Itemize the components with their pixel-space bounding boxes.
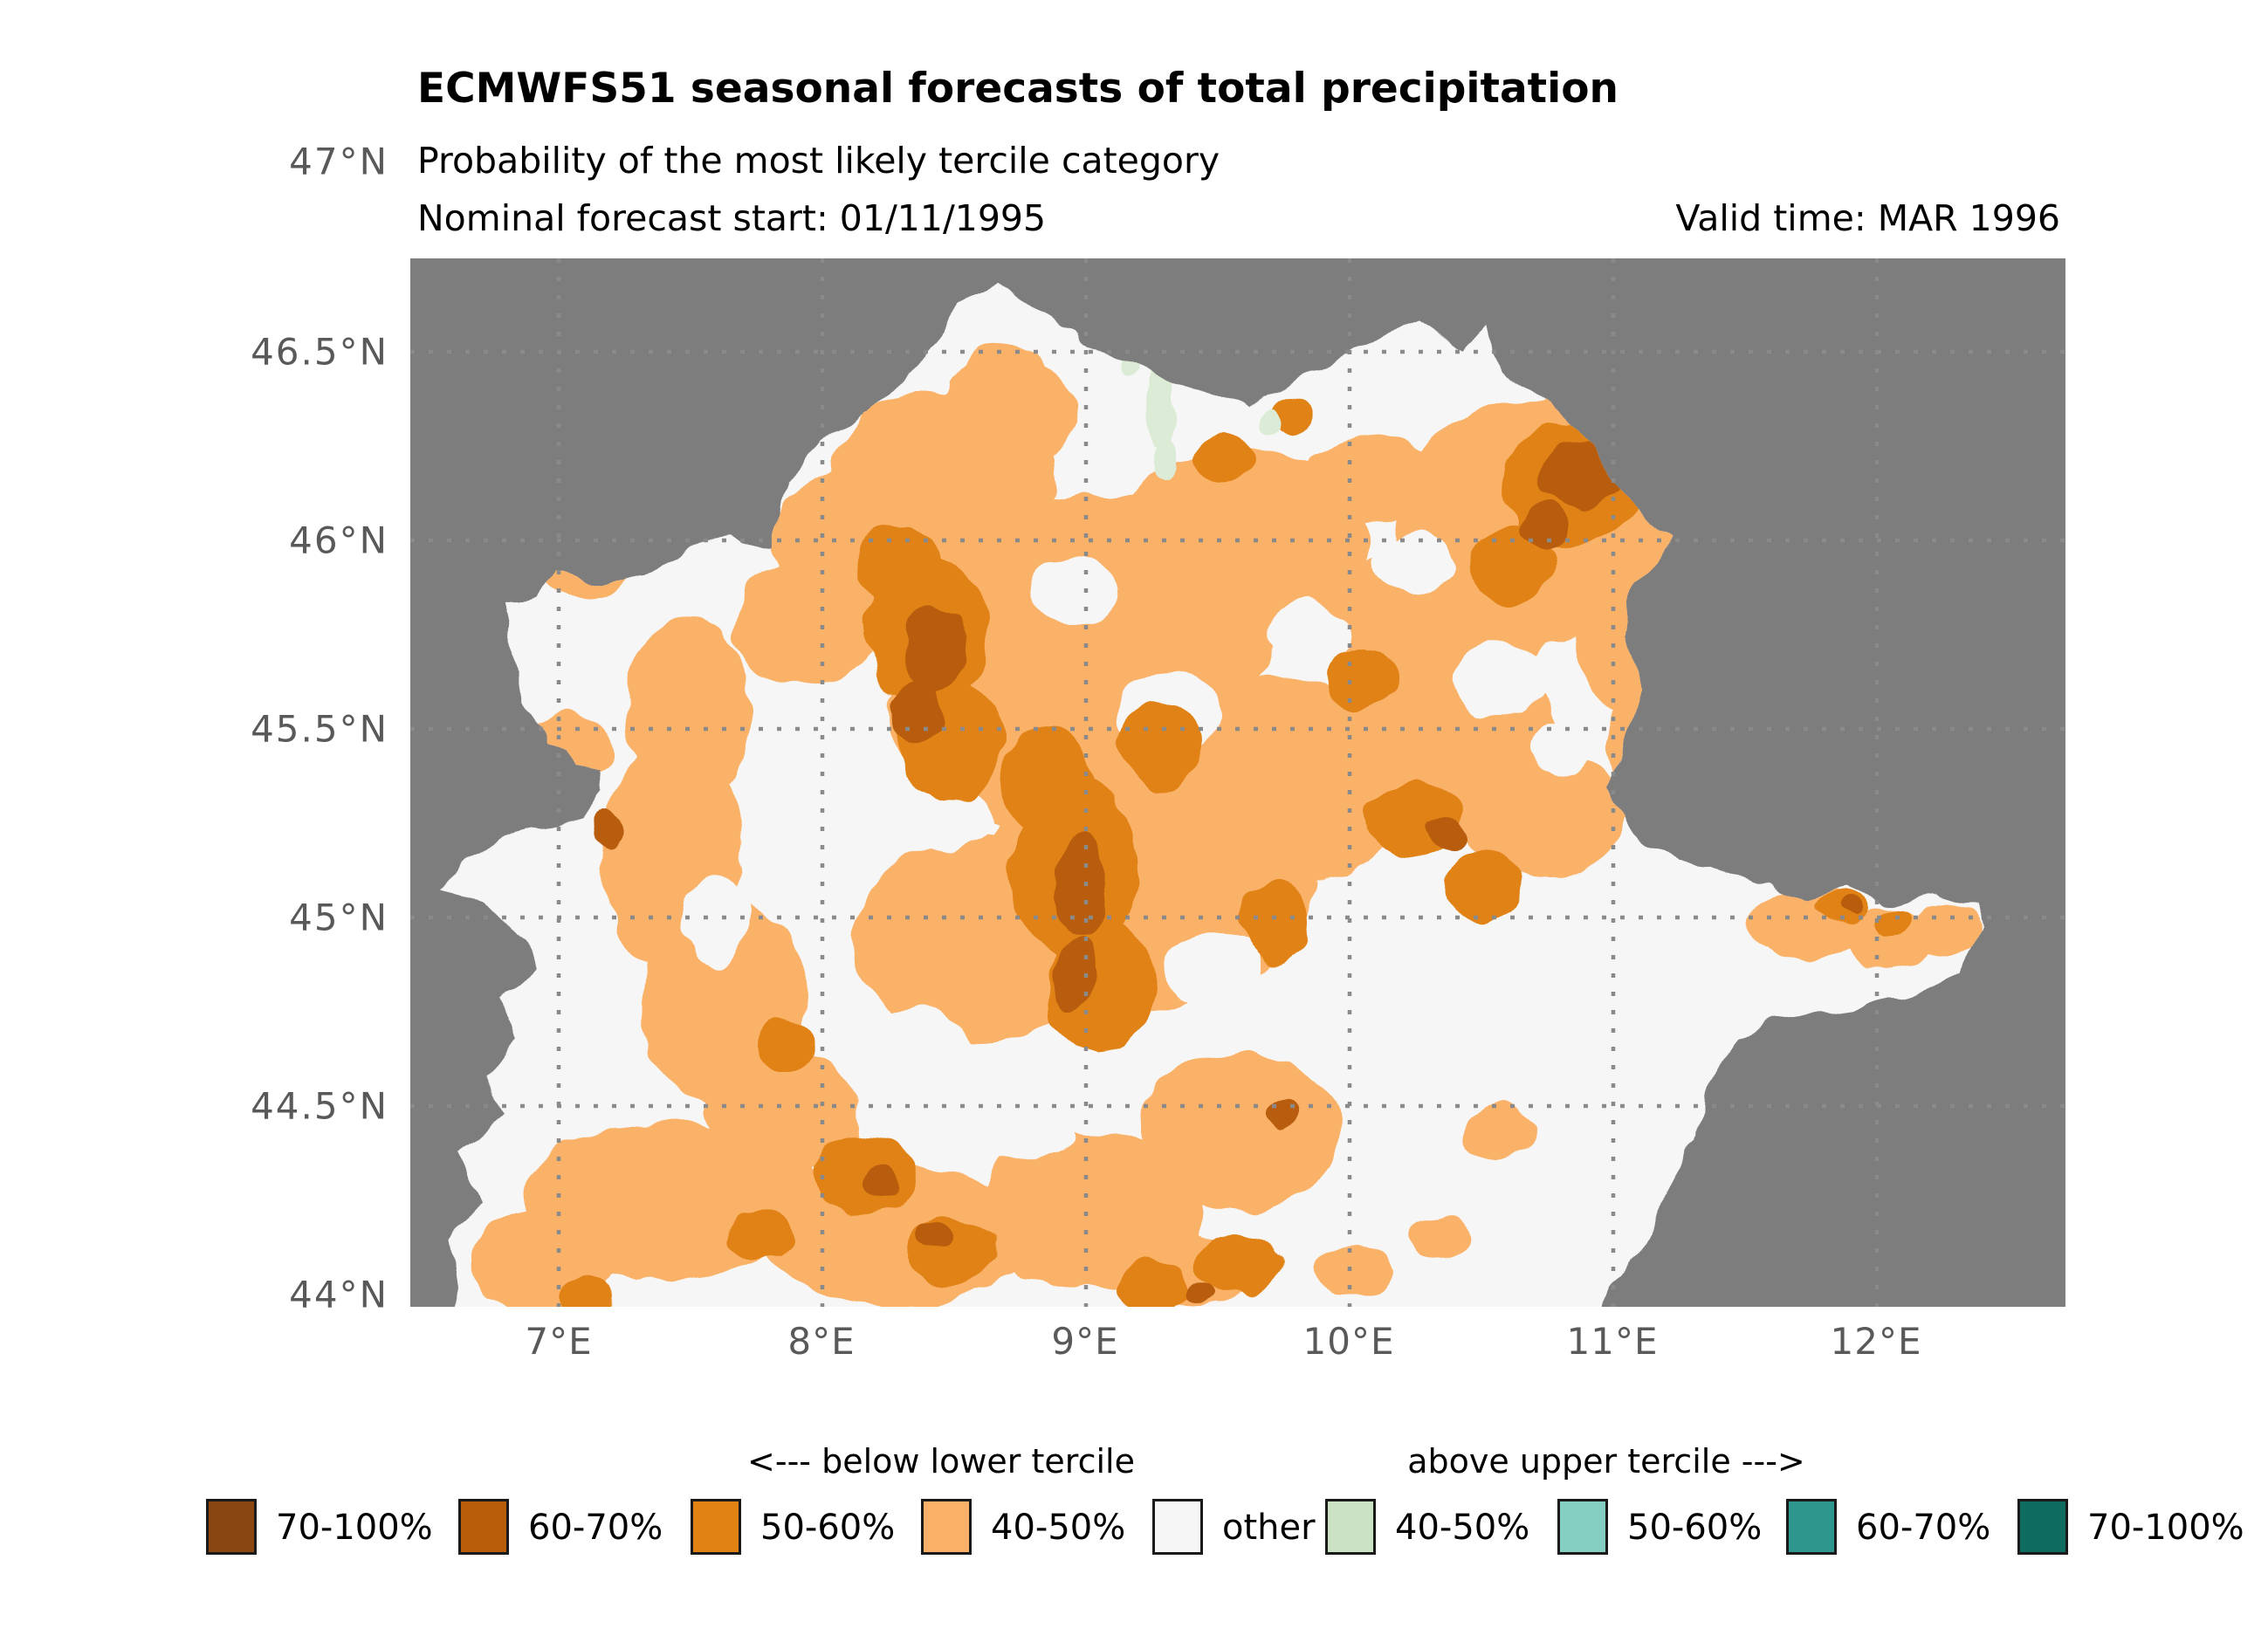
domain-white-holes <box>681 536 1593 1162</box>
lat-tick-label: 45.5°N <box>251 707 388 751</box>
legend-label: 70-100% <box>2087 1508 2244 1548</box>
legend-label: 60-70% <box>528 1508 663 1548</box>
lon-tick-label: 10°E <box>1302 1320 1395 1363</box>
lon-tick-label: 9°E <box>1051 1320 1119 1363</box>
legend-label: 70-100% <box>276 1508 433 1548</box>
legend-swatch <box>458 1499 509 1555</box>
lat-tick-label: 47°N <box>289 140 388 183</box>
precipitation-probability-map <box>410 258 2065 1307</box>
lon-tick-label: 7°E <box>525 1320 593 1363</box>
valid-time-label: Valid time: MAR 1996 <box>1675 197 2060 239</box>
legend-swatch <box>1152 1499 1203 1555</box>
graticule-gridlines <box>410 258 2065 1307</box>
lat-tick-label: 44°N <box>289 1273 388 1316</box>
lon-tick-label: 8°E <box>787 1320 856 1363</box>
page-title: ECMWFS51 seasonal forecasts of total pre… <box>417 65 1619 113</box>
legend-swatch <box>1786 1499 1837 1555</box>
legend-label: other <box>1222 1508 1316 1548</box>
legend-above-header: above upper tercile ---> <box>1407 1442 1805 1481</box>
legend-label: 50-60% <box>1627 1508 1763 1548</box>
legend-swatch <box>206 1499 257 1555</box>
lat-tick-label: 46.5°N <box>251 330 388 374</box>
legend-label: 40-50% <box>991 1508 1126 1548</box>
subtitle: Probability of the most likely tercile c… <box>417 140 1220 182</box>
above-40-50-cells <box>1117 350 1281 481</box>
lon-tick-label: 12°E <box>1830 1320 1922 1363</box>
lat-tick-label: 46°N <box>289 519 388 562</box>
lon-tick-label: 11°E <box>1566 1320 1659 1363</box>
legend-label: 50-60% <box>760 1508 896 1548</box>
lat-tick-label: 44.5°N <box>251 1084 388 1128</box>
map-plot-area <box>410 258 2065 1307</box>
forecast-start-label: Nominal forecast start: 01/11/1995 <box>417 197 1047 239</box>
legend-below-header: <--- below lower tercile <box>747 1442 1135 1481</box>
legend-swatch <box>1557 1499 1608 1555</box>
legend-swatch <box>691 1499 741 1555</box>
lat-tick-label: 45°N <box>289 896 388 939</box>
legend-label: 60-70% <box>1856 1508 1991 1548</box>
legend-swatch <box>1325 1499 1376 1555</box>
legend-label: 40-50% <box>1395 1508 1530 1548</box>
legend-swatch <box>2017 1499 2068 1555</box>
below-60-70-cells <box>589 446 1861 1303</box>
legend-swatch <box>921 1499 972 1555</box>
